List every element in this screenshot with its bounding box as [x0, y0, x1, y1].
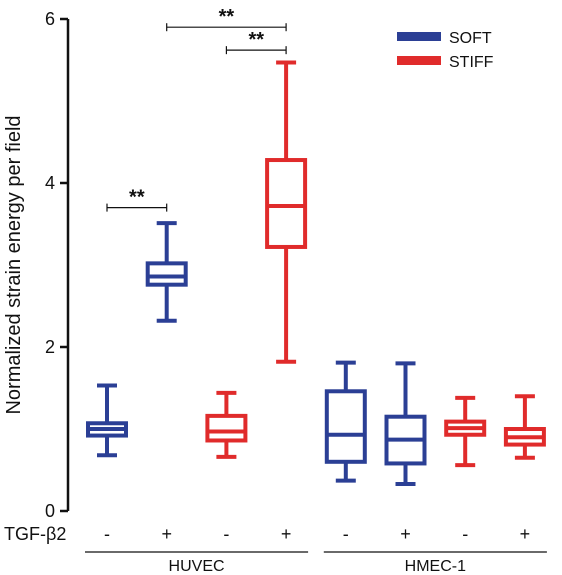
box-5-soft [324, 360, 367, 483]
condition-value: - [223, 524, 229, 544]
condition-row: TGF-β2 - + - + - + - + [4, 524, 530, 544]
box-4-stiff [265, 60, 308, 364]
legend-swatch [397, 32, 441, 41]
condition-value: - [343, 524, 349, 544]
box-iqr [205, 413, 248, 443]
legend-label: SOFT [449, 30, 492, 47]
condition-value: - [104, 524, 110, 544]
condition-value: + [400, 524, 411, 544]
group-huvec: HUVEC [85, 551, 309, 575]
box-3-stiff [205, 390, 248, 459]
condition-value: + [281, 524, 292, 544]
box-iqr [324, 389, 367, 464]
legend-label: STIFF [449, 54, 494, 71]
group-label: HUVEC [169, 558, 225, 575]
condition-value: + [161, 524, 172, 544]
significance-label: ** [129, 187, 145, 209]
legend: SOFT STIFF [397, 30, 494, 71]
condition-value: + [520, 524, 531, 544]
significance-label: ** [219, 6, 235, 28]
box-1-soft [86, 383, 128, 458]
significance-brackets: ** ** ** [106, 6, 287, 212]
condition-value: - [462, 524, 468, 544]
y-tick-label: 0 [45, 501, 55, 521]
significance-bracket: ** [166, 6, 287, 32]
y-tick-label: 2 [45, 337, 55, 357]
box-2-soft [145, 221, 188, 323]
group-hmec-1: HMEC-1 [323, 551, 547, 575]
group-label: HMEC-1 [405, 558, 466, 575]
significance-bracket: ** [225, 29, 287, 55]
significance-label: ** [248, 29, 264, 51]
legend-entry-stiff: STIFF [397, 54, 494, 71]
legend-entry-soft: SOFT [397, 30, 492, 47]
condition-label: TGF-β2 [4, 524, 66, 544]
y-tick-label: 6 [45, 9, 55, 29]
y-axis-title: Normalized strain energy per field [3, 115, 25, 414]
box-8-stiff [503, 394, 546, 460]
y-axis: 0 2 4 6 [45, 9, 70, 521]
box-series [86, 60, 546, 486]
legend-swatch [397, 56, 441, 65]
significance-bracket: ** [106, 187, 168, 212]
box-iqr [145, 261, 188, 287]
box-6-soft [384, 361, 427, 486]
y-tick-label: 4 [45, 173, 55, 193]
box-iqr [265, 158, 308, 249]
box-7-stiff [444, 395, 487, 468]
group-labels: HUVEC HMEC-1 [85, 551, 547, 575]
